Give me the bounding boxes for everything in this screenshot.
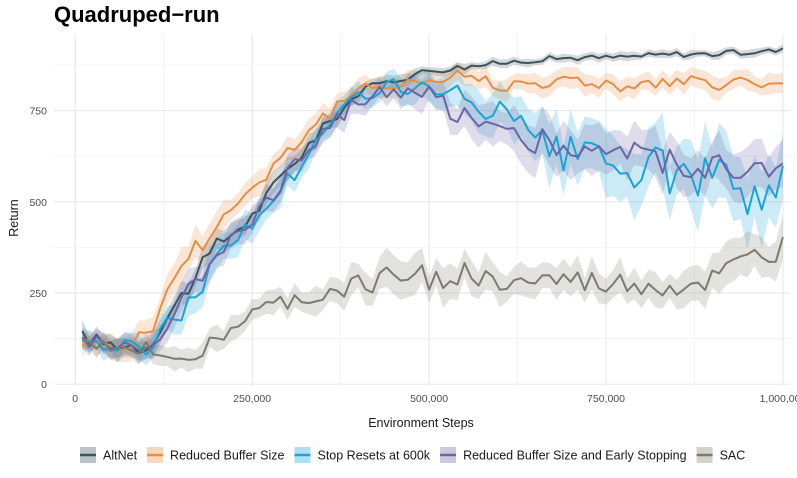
x-axis-ticks: 0 250,000 500,000 750,000 1,000,000	[72, 393, 797, 405]
band-reduced-buffer-size-and-early-stopping	[82, 72, 783, 361]
y-tick-label: 0	[41, 379, 47, 391]
line-reduced-buffer-size-and-early-stopping	[81, 85, 784, 352]
x-tick-label: 0	[72, 393, 78, 405]
confidence-bands	[82, 44, 783, 373]
line-reduced-buffer-size	[81, 69, 783, 352]
y-tick-label: 500	[29, 197, 47, 209]
y-tick-label: 250	[29, 288, 47, 300]
x-axis-label: Environment Steps	[368, 416, 474, 430]
band-sac	[82, 214, 783, 373]
legend-item-stop-resets-at-600k: Stop Resets at 600k	[294, 447, 431, 463]
legend: AltNet Reduced Buffer Size Stop Resets at …	[80, 447, 745, 463]
y-axis-label: Return	[7, 199, 21, 237]
grid	[54, 34, 790, 386]
legend-label: Stop Resets at 600k	[317, 449, 430, 463]
legend-label: SAC	[720, 449, 746, 463]
x-tick-label: 250,000	[233, 393, 271, 405]
x-tick-label: 500,000	[410, 393, 448, 405]
legend-label: AltNet	[103, 449, 138, 463]
legend-item-reduced-buffer-size: Reduced Buffer Size	[147, 447, 285, 463]
legend-item-sac: SAC	[696, 447, 746, 463]
chart-title: Quadruped−run	[54, 2, 220, 27]
line-altnet	[81, 47, 784, 354]
legend-label: Reduced Buffer Size and Early Stopping	[463, 449, 687, 463]
legend-label: Reduced Buffer Size	[170, 449, 284, 463]
legend-item-reduced-buffer-size-and-early-stopping: Reduced Buffer Size and Early Stopping	[440, 447, 687, 463]
line-sac	[82, 236, 784, 361]
band-stop-resets-at-600k	[82, 65, 783, 366]
legend-item-altnet: AltNet	[80, 447, 138, 463]
x-tick-label: 750,000	[587, 393, 625, 405]
y-axis-ticks: 0 250 500 750	[29, 106, 47, 392]
x-tick-label: 1,000,000	[760, 393, 797, 405]
y-tick-label: 750	[29, 106, 47, 118]
series-lines	[81, 47, 784, 361]
